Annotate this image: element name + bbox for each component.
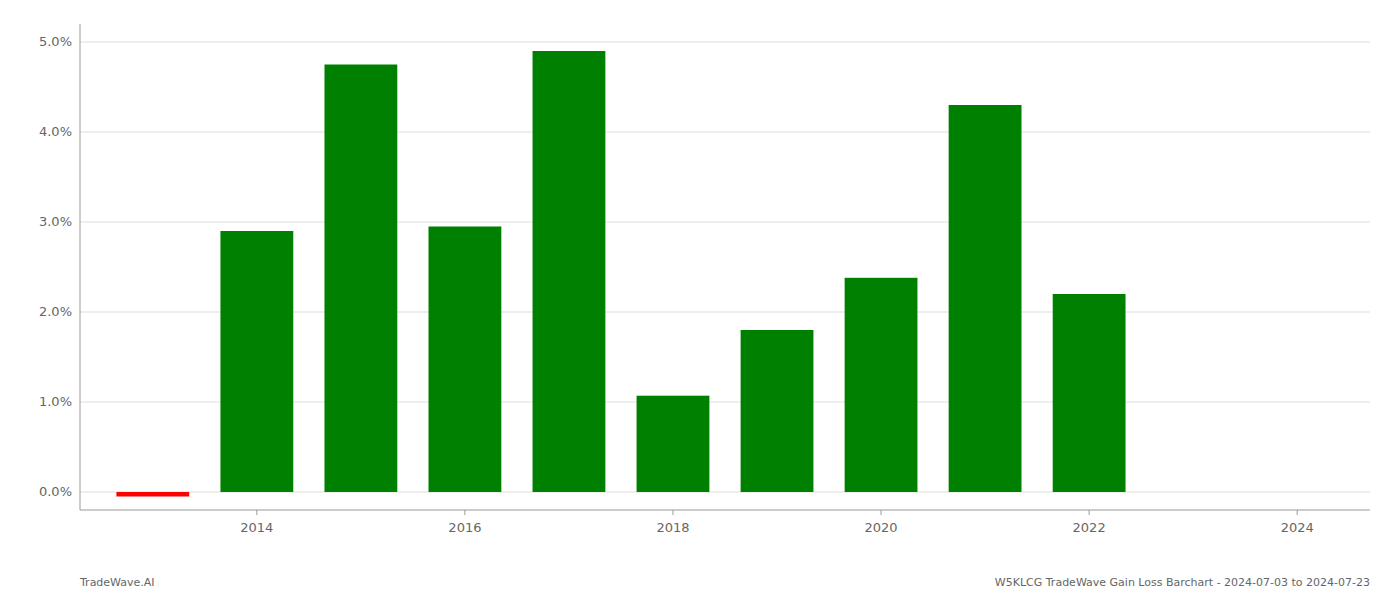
x-tick-label: 2024 xyxy=(1281,520,1314,535)
bars xyxy=(116,51,1125,497)
x-tick xyxy=(672,510,673,515)
bar xyxy=(324,65,397,493)
x-tick-label: 2020 xyxy=(865,520,898,535)
grid xyxy=(80,42,1370,492)
bar xyxy=(533,51,606,492)
y-tick-label: 5.0% xyxy=(39,34,72,49)
y-axis-line xyxy=(80,24,81,510)
y-tick-label: 0.0% xyxy=(39,484,72,499)
y-tick-label: 4.0% xyxy=(39,124,72,139)
footer-text: TradeWave.AI xyxy=(79,576,155,589)
bar xyxy=(116,492,189,497)
x-tick-label: 2016 xyxy=(448,520,481,535)
x-tick xyxy=(1297,510,1298,515)
background xyxy=(0,0,1400,600)
chart: 2014 2016 2018 2020 2022 2024 0.0% 1.0% 2.0% 3.0%… xyxy=(0,0,1400,600)
y-tick-label: 3.0% xyxy=(39,214,72,229)
x-tick xyxy=(881,510,882,515)
grid-line xyxy=(80,132,1370,133)
x-tick-label: 2014 xyxy=(240,520,273,535)
x-tick xyxy=(464,510,465,515)
x-axis-line xyxy=(80,510,1370,511)
bar xyxy=(220,231,293,492)
x-tick-label: 2022 xyxy=(1073,520,1106,535)
y-tick-label: 1.0% xyxy=(39,394,72,409)
grid-line xyxy=(80,222,1370,223)
y-tick-label: 2.0% xyxy=(39,304,72,319)
axes: 2014 2016 2018 2020 2022 2024 0.0% 1.0% 2.0% 3.0%… xyxy=(39,24,1370,535)
bar xyxy=(637,396,710,492)
bar xyxy=(949,105,1022,492)
footer-text: W5KLCG TradeWave Gain Loss Barchart - 20… xyxy=(995,576,1370,589)
bar xyxy=(1053,294,1126,492)
bar xyxy=(741,330,814,492)
x-tick-label: 2018 xyxy=(656,520,689,535)
bar xyxy=(429,227,502,493)
x-tick xyxy=(1089,510,1090,515)
x-tick xyxy=(256,510,257,515)
bar xyxy=(845,278,918,492)
bar xyxy=(1157,492,1230,493)
grid-line xyxy=(80,42,1370,43)
